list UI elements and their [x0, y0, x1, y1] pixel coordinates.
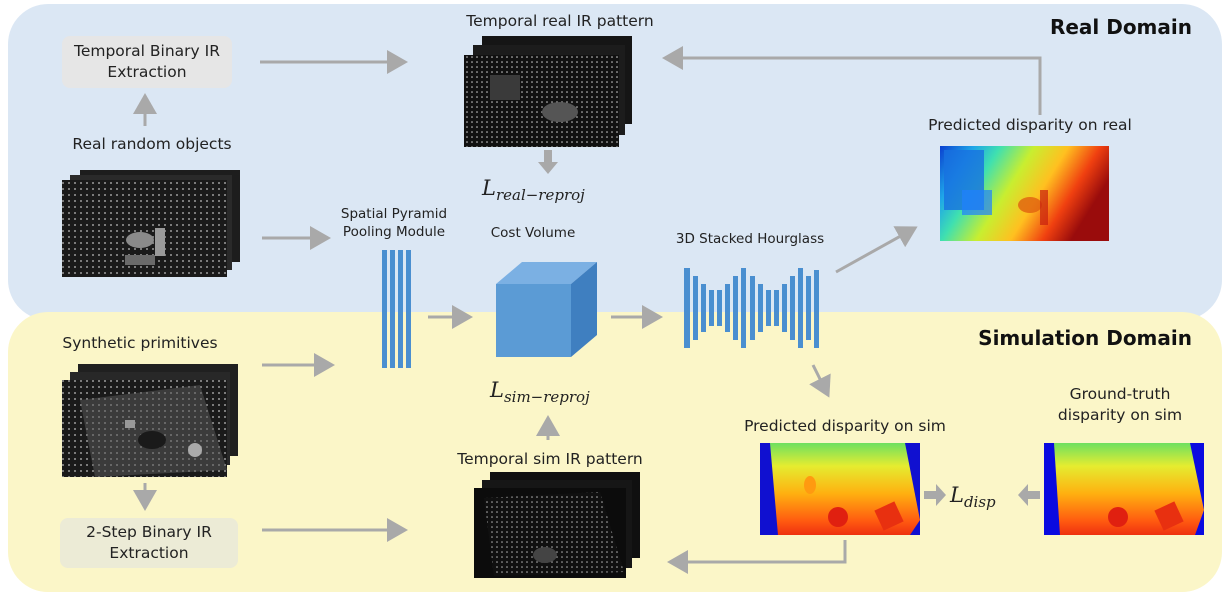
- flow-arrows: [133, 46, 1042, 574]
- disp-loss: Ldisp: [950, 483, 996, 511]
- ground-truth-disparity-label: Ground-truth disparity on sim: [1057, 385, 1183, 424]
- block-arrows: [538, 150, 1040, 506]
- sim-ir-pattern-image: [474, 472, 640, 578]
- real-reproj-loss: Lreal−reproj: [482, 176, 585, 204]
- hourglass-bars: [684, 268, 819, 348]
- simulation-domain-title: Simulation Domain: [978, 326, 1192, 350]
- predicted-disparity-real-image: [940, 146, 1109, 241]
- spp-module-bars: [382, 250, 411, 368]
- real-random-objects-label: Real random objects: [72, 135, 232, 153]
- predicted-disparity-sim-image: [760, 443, 920, 535]
- real-domain-title: Real Domain: [1049, 15, 1192, 39]
- two-step-binary-ir-extraction-label: 2-Step Binary IR Extraction: [86, 523, 212, 562]
- temporal-binary-ir-extraction-box: Temporal Binary IR Extraction: [62, 36, 232, 88]
- sim-reproj-loss: Lsim−reproj: [490, 378, 590, 406]
- real-ir-pattern-image: [464, 36, 632, 147]
- temporal-binary-ir-extraction-label: Temporal Binary IR Extraction: [74, 42, 220, 81]
- two-step-binary-ir-extraction-box: 2-Step Binary IR Extraction: [60, 518, 238, 568]
- predicted-disparity-real-label: Predicted disparity on real: [928, 116, 1132, 134]
- ground-truth-disparity-image: [1044, 443, 1204, 535]
- real-objects-image: [62, 170, 240, 277]
- cost-volume-cube: [496, 262, 597, 357]
- spp-module-label: Spatial Pyramid Pooling Module: [340, 206, 448, 240]
- temporal-real-ir-pattern-label: Temporal real IR pattern: [466, 12, 654, 30]
- predicted-disparity-sim-label: Predicted disparity on sim: [744, 417, 946, 435]
- synthetic-primitives-image: [62, 364, 238, 477]
- synthetic-primitives-label: Synthetic primitives: [62, 334, 218, 352]
- temporal-sim-ir-pattern-label: Temporal sim IR pattern: [457, 450, 643, 468]
- hourglass-label: 3D Stacked Hourglass: [675, 231, 825, 247]
- cost-volume-label: Cost Volume: [490, 225, 576, 241]
